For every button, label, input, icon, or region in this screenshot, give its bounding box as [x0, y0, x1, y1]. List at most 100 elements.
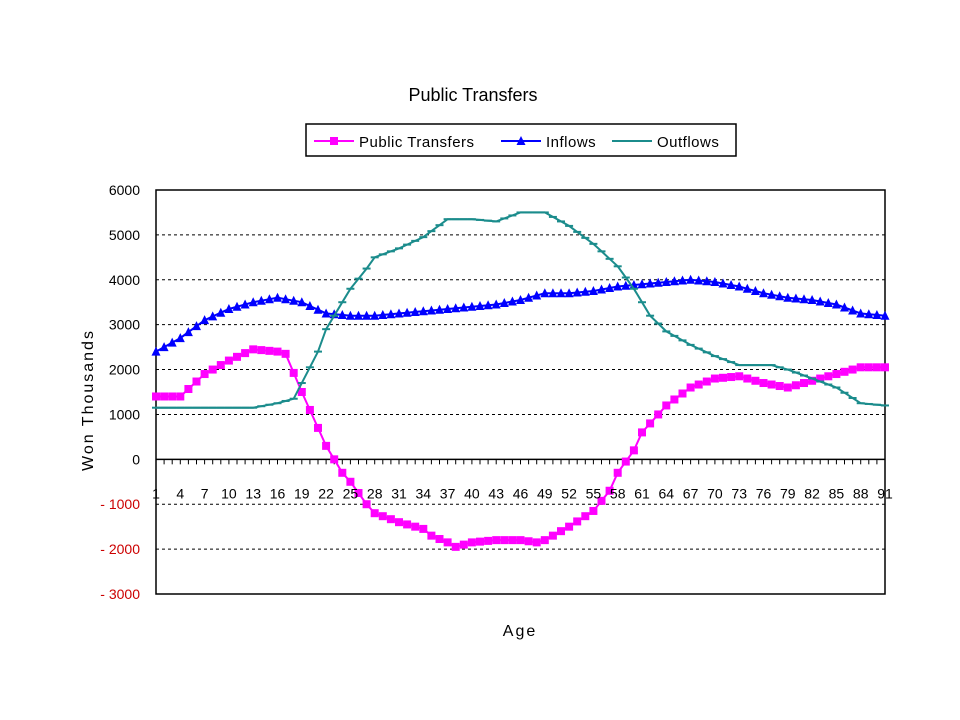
inflows-marker [661, 277, 671, 287]
inflows-marker [694, 275, 704, 285]
public-transfers-marker [540, 536, 549, 545]
chart-title: Public Transfers [408, 85, 537, 105]
x-tick-label: 40 [464, 485, 480, 501]
public-transfers-marker [370, 509, 379, 518]
public-transfers-marker [840, 367, 849, 376]
inflows-marker [669, 276, 679, 286]
public-transfers-marker [395, 518, 403, 527]
y-tick-label: 6000 [109, 182, 140, 198]
inflows-marker [273, 292, 282, 302]
inflows-marker [710, 277, 720, 287]
series-inflows [151, 274, 890, 356]
public-transfers-marker [476, 537, 484, 546]
public-transfers-marker [500, 536, 509, 545]
public-transfers-marker [710, 374, 719, 383]
public-transfers-marker [386, 515, 395, 524]
inflows-marker [621, 280, 631, 290]
public-transfers-marker [856, 363, 865, 372]
x-tick-label: 64 [659, 485, 675, 501]
public-transfers-marker [419, 524, 428, 533]
x-tick-label: 13 [245, 485, 261, 501]
public-transfers-marker [589, 506, 598, 515]
inflows-marker [410, 306, 420, 316]
public-transfers-marker [411, 522, 420, 531]
y-tick-label: - 3000 [100, 586, 140, 602]
x-tick-label: 49 [537, 485, 553, 501]
public-transfers-marker [581, 512, 590, 521]
public-transfers-marker [192, 377, 201, 386]
x-axis-tick-labels: 1 4 7 10 13 16 19 22 25 28 31 34 37 40 43 46 49 52 55 58 61 6… [152, 485, 893, 501]
public-transfers-marker [881, 363, 889, 372]
public-transfers-marker [832, 370, 841, 379]
legend-public-transfers-marker [330, 137, 338, 145]
public-transfers-marker [727, 373, 736, 382]
inflows-marker [394, 308, 404, 318]
inflows-marker [451, 303, 461, 313]
inflows-marker [499, 297, 509, 307]
public-transfers-marker [354, 489, 363, 497]
inflows-marker [864, 309, 874, 319]
inflows-marker [548, 288, 558, 298]
public-transfers-marker [224, 356, 233, 365]
y-tick-label: - 2000 [100, 541, 140, 557]
x-tick-label: 25 [343, 485, 359, 501]
inflows-marker [702, 276, 712, 286]
x-tick-label: 37 [440, 485, 456, 501]
x-tick-label: 34 [416, 485, 432, 501]
inflows-marker [580, 286, 590, 296]
inflows-marker [767, 289, 777, 299]
x-tick-label: 73 [731, 485, 747, 501]
public-transfers-marker [767, 380, 776, 389]
x-tick-label: 55 [586, 485, 602, 501]
y-tick-label: - 1000 [100, 496, 140, 512]
inflows-marker [240, 299, 250, 309]
x-tick-label: 52 [561, 485, 577, 501]
public-transfers-marker [338, 468, 347, 477]
public-transfers-marker [678, 389, 687, 398]
x-tick-label: 85 [829, 485, 845, 501]
public-transfers-marker [443, 538, 452, 547]
inflows-marker [815, 296, 825, 306]
x-tick-label: 91 [877, 485, 893, 501]
series-public-transfers [152, 345, 889, 551]
public-transfers-marker [249, 345, 258, 354]
inflows-marker [362, 310, 372, 320]
inflows-marker [435, 304, 444, 314]
public-transfers-marker [751, 376, 760, 385]
x-tick-label: 7 [201, 485, 209, 501]
public-transfers-marker [791, 381, 800, 390]
public-transfers-marker [322, 441, 331, 450]
public-transfers-marker [629, 446, 638, 455]
x-axis [155, 458, 886, 465]
y-tick-label: 2000 [109, 362, 140, 378]
inflows-marker [354, 310, 363, 320]
public-transfers-marker [824, 372, 833, 381]
public-transfers-marker [621, 457, 630, 466]
inflows-marker [880, 310, 890, 320]
public-transfers-marker [346, 477, 355, 486]
public-transfers-marker [314, 423, 322, 432]
inflows-marker [734, 281, 744, 291]
public-transfers-marker [403, 520, 412, 529]
legend-item-public-transfers: Public Transfers [314, 134, 475, 151]
inflows-marker [459, 302, 469, 312]
public-transfers-marker [257, 346, 266, 355]
x-tick-label: 61 [634, 485, 650, 501]
inflows-marker [192, 321, 201, 331]
inflows-marker [256, 295, 266, 305]
inflows-marker [224, 303, 234, 313]
public-transfers-marker [168, 392, 177, 401]
public-transfers-marker [662, 401, 671, 410]
series-layer [151, 211, 890, 551]
public-transfers-marker [597, 496, 606, 505]
public-transfers-marker [305, 405, 314, 414]
x-axis-label: Age [503, 623, 537, 640]
inflows-marker [637, 279, 647, 289]
legend-label: Public Transfers [359, 134, 475, 151]
public-transfers-marker [872, 363, 881, 372]
public-transfers-marker [743, 374, 752, 383]
inflows-marker [232, 301, 242, 311]
inflows-marker [848, 305, 858, 315]
inflows-marker [791, 293, 801, 303]
